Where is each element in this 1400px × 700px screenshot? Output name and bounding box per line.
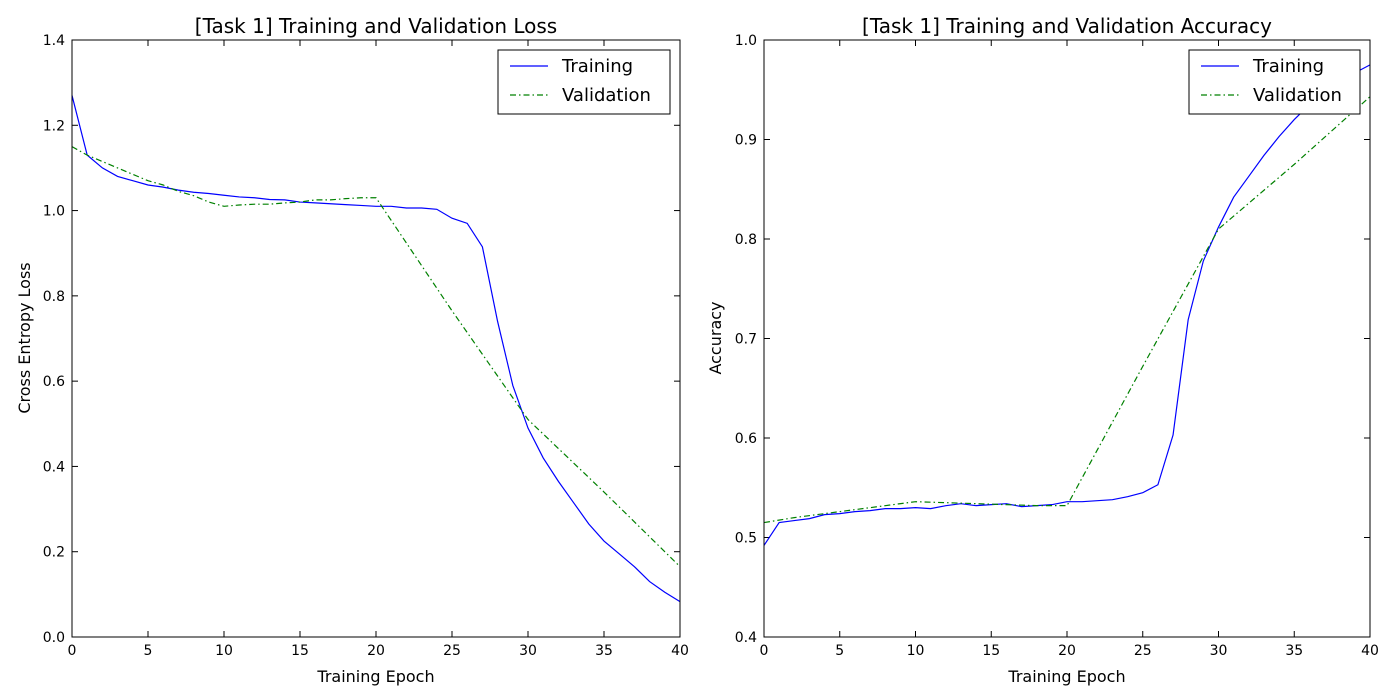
loss-legend-training-label: Training — [561, 56, 633, 77]
x-tick-label: 35 — [1285, 643, 1303, 659]
x-tick-label: 15 — [982, 643, 1000, 659]
loss-validation-line — [71, 146, 681, 568]
x-tick-label: 20 — [367, 643, 385, 659]
y-tick-label: 0.6 — [43, 374, 65, 390]
loss-chart-ticks: 0 5 10 15 20 25 30 35 40 0.0 0.2 0.4 0.6 0.8 1.0 1.2 1.4 — [43, 33, 689, 659]
loss-chart-legend: Training Validation — [497, 49, 671, 115]
y-tick-label: 1.0 — [43, 204, 65, 220]
x-tick-label: 25 — [1134, 643, 1152, 659]
loss-legend-validation-label: Validation — [562, 85, 651, 106]
x-tick-label: 25 — [443, 643, 461, 659]
x-tick-label: 35 — [595, 643, 613, 659]
y-tick-label: 0.4 — [735, 630, 757, 646]
accuracy-chart-ticks: 0 5 10 15 20 25 30 35 40 0.4 0.5 0.6 0.7 0.8 0.9 1.0 — [735, 33, 1379, 659]
x-tick-label: 15 — [291, 643, 309, 659]
x-tick-label: 5 — [144, 643, 153, 659]
accuracy-legend-box — [1188, 49, 1361, 115]
loss-chart-lines — [71, 95, 681, 603]
accuracy-chart-frame — [763, 39, 1371, 638]
accuracy-legend-training-label: Training — [1252, 56, 1324, 77]
x-tick-label: 30 — [519, 643, 537, 659]
x-tick-label: 10 — [215, 643, 233, 659]
x-tick-label: 5 — [835, 643, 844, 659]
y-tick-label: 0.8 — [43, 289, 65, 305]
accuracy-legend-validation-label: Validation — [1253, 85, 1342, 106]
y-tick-label: 1.2 — [43, 118, 65, 134]
accuracy-chart-xlabel: Training Epoch — [1007, 667, 1125, 686]
accuracy-training-line — [763, 64, 1371, 546]
loss-chart-title: [Task 1] Training and Validation Loss — [195, 14, 557, 38]
accuracy-chart-ylabel: Accuracy — [706, 301, 725, 374]
accuracy-chart: [Task 1] Training and Validation Accurac… — [706, 14, 1379, 686]
x-tick-label: 10 — [907, 643, 925, 659]
accuracy-validation-line — [763, 96, 1371, 524]
accuracy-chart-lines — [763, 64, 1371, 546]
y-tick-label: 0.8 — [735, 232, 757, 248]
x-tick-label: 30 — [1210, 643, 1228, 659]
x-tick-label: 40 — [1361, 643, 1379, 659]
y-tick-label: 0.0 — [43, 630, 65, 646]
y-tick-label: 0.5 — [735, 531, 757, 547]
loss-chart-ylabel: Cross Entropy Loss — [15, 262, 34, 413]
x-tick-label: 0 — [760, 643, 769, 659]
x-tick-label: 40 — [671, 643, 689, 659]
y-tick-label: 0.2 — [43, 545, 65, 561]
y-tick-label: 0.9 — [735, 133, 757, 149]
loss-chart: [Task 1] Training and Validation Loss Tr… — [15, 14, 689, 686]
x-tick-label: 20 — [1058, 643, 1076, 659]
y-tick-label: 1.0 — [735, 33, 757, 49]
y-tick-label: 1.4 — [43, 33, 65, 49]
loss-chart-frame — [71, 39, 681, 638]
y-tick-label: 0.4 — [43, 459, 65, 475]
accuracy-chart-title: [Task 1] Training and Validation Accurac… — [862, 14, 1272, 38]
y-tick-label: 0.7 — [735, 332, 757, 348]
x-tick-label: 0 — [68, 643, 77, 659]
accuracy-chart-legend: Training Validation — [1188, 49, 1361, 115]
loss-chart-xlabel: Training Epoch — [316, 667, 434, 686]
y-tick-label: 0.6 — [735, 431, 757, 447]
loss-legend-box — [497, 49, 671, 115]
